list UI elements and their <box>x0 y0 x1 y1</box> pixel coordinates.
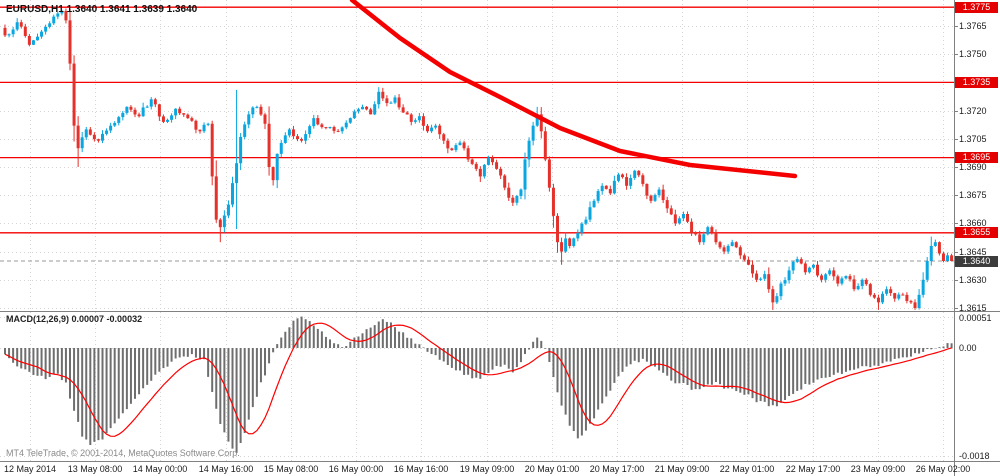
trendline-layer <box>349 0 798 179</box>
macd-indicator-label: MACD(12,26,9) 0.00007 -0.00032 <box>6 314 143 324</box>
level-lines-layer <box>0 6 954 262</box>
grid-layer <box>0 0 954 461</box>
symbol-title: EURUSD,H1 1.3640 1.3641 1.3639 1.3640 <box>6 4 198 15</box>
macd-layer <box>4 316 953 453</box>
copyright-text: MT4 TeleTrade, © 2001-2014, MetaQuotes S… <box>6 448 240 458</box>
candles-layer <box>3 8 954 310</box>
